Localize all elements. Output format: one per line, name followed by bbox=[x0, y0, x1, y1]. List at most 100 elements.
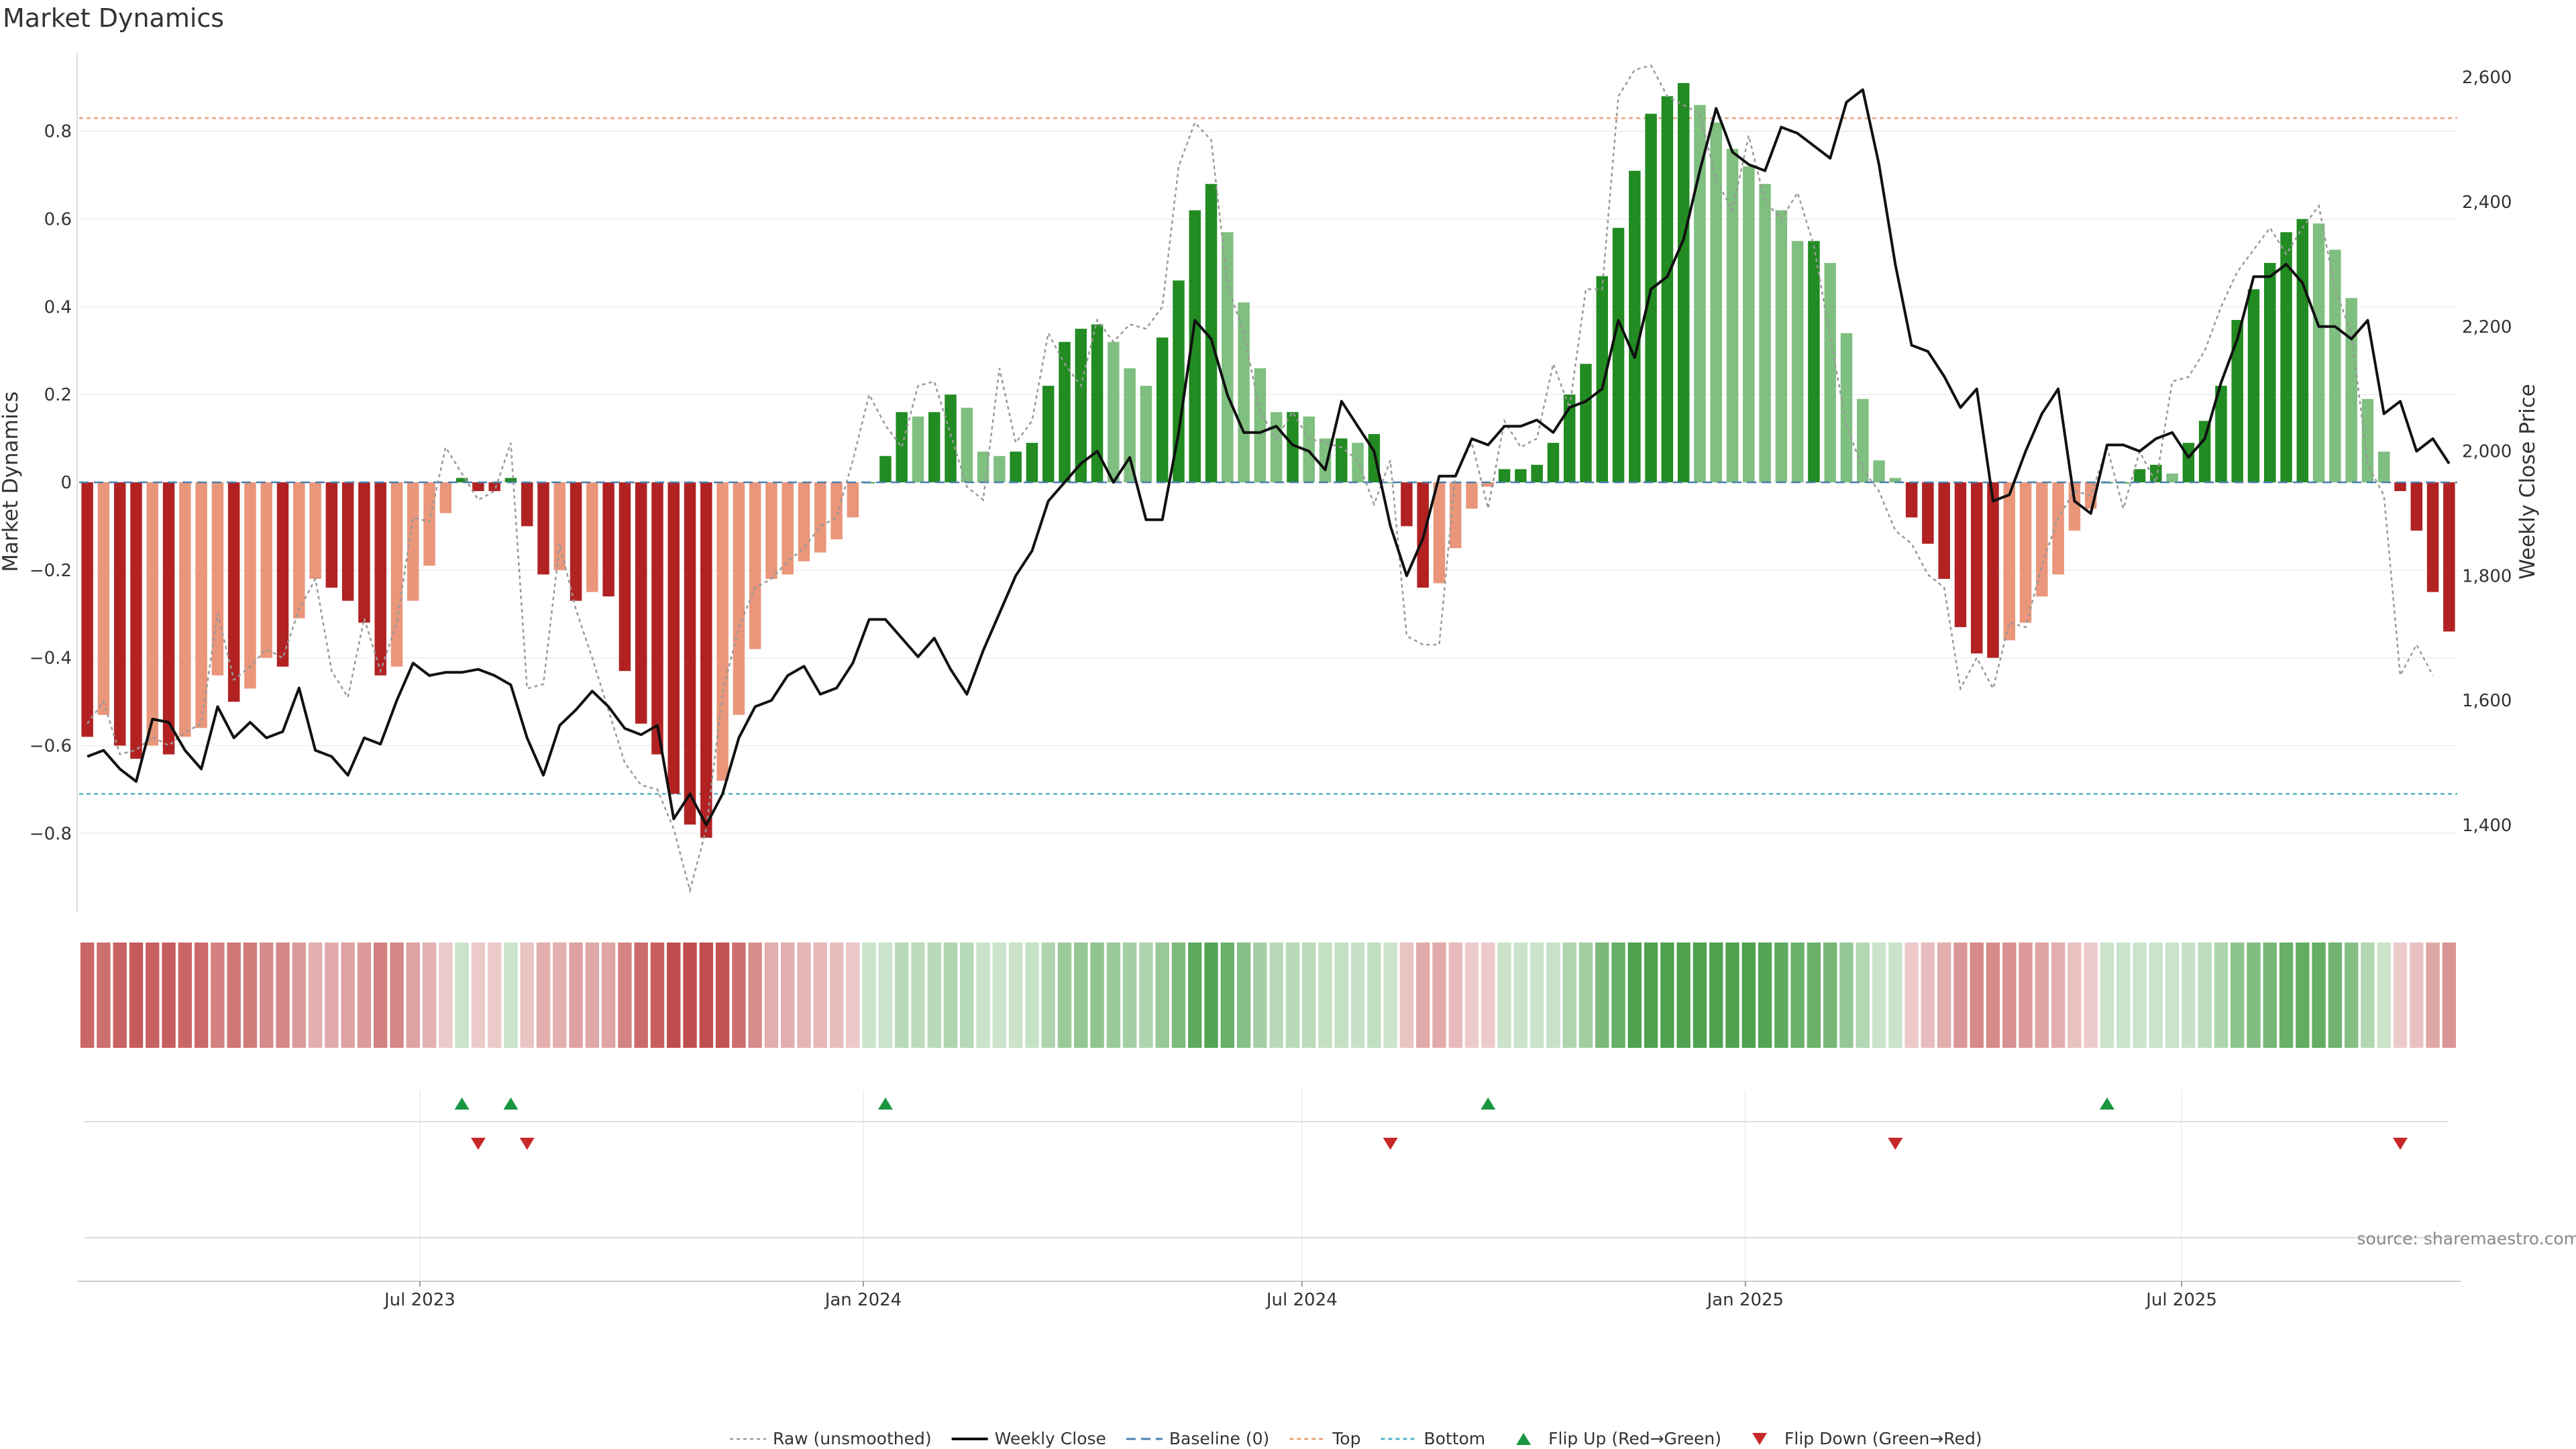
dynamics-bar bbox=[1401, 482, 1413, 527]
dynamics-bar bbox=[2312, 223, 2325, 482]
heat-strip-cell bbox=[1823, 943, 1837, 1048]
heat-strip-cell bbox=[2247, 943, 2261, 1048]
dynamics-bar bbox=[455, 478, 468, 482]
heat-strip-cell bbox=[2263, 943, 2277, 1048]
heat-strip-cell bbox=[1106, 943, 1121, 1048]
dynamics-bar bbox=[684, 482, 696, 825]
dynamics-bar bbox=[113, 482, 126, 746]
dynamics-bar bbox=[195, 482, 207, 729]
dynamics-bar bbox=[2198, 421, 2211, 482]
heat-strip-cell bbox=[1220, 943, 1234, 1048]
heat-strip-cell bbox=[1562, 943, 1576, 1048]
dynamics-bar bbox=[1075, 329, 1087, 482]
flip-down-marker bbox=[2393, 1138, 2408, 1150]
dynamics-bar bbox=[2052, 482, 2064, 575]
dynamics-bar bbox=[1156, 337, 1169, 482]
dynamics-bar bbox=[1173, 280, 1185, 482]
heat-strip-cell bbox=[1204, 943, 1218, 1048]
dynamics-bar bbox=[1596, 276, 1608, 482]
x-tick-label: Jan 2024 bbox=[824, 1290, 902, 1310]
dynamics-bar bbox=[341, 482, 354, 601]
heat-strip-cell bbox=[699, 943, 714, 1048]
heat-strip-cell bbox=[1074, 943, 1088, 1048]
left-tick-label: 0.4 bbox=[44, 297, 72, 317]
dynamics-bar bbox=[1482, 482, 1495, 487]
heat-strip-cell bbox=[715, 943, 730, 1048]
x-tick-label: Jan 2025 bbox=[1706, 1290, 1784, 1310]
dynamics-bar bbox=[716, 482, 729, 781]
dynamics-bar bbox=[651, 482, 663, 755]
dynamics-bar bbox=[619, 482, 631, 672]
x-axis-ticks: Jul 2023 Jan 2024 Jul 2024 Jan 2025 Jul 2025 bbox=[383, 1281, 2217, 1310]
heat-strip-cell bbox=[927, 943, 941, 1048]
dynamics-bar bbox=[407, 482, 419, 601]
dynamics-bar bbox=[1010, 451, 1022, 482]
dynamics-bar bbox=[309, 482, 321, 579]
dynamics-bar bbox=[700, 482, 712, 838]
dynamics-bar bbox=[602, 482, 614, 597]
dynamics-bar bbox=[553, 482, 566, 570]
dynamics-bar bbox=[945, 394, 957, 482]
right-tick-label: 1,800 bbox=[2462, 566, 2512, 586]
dynamics-bar bbox=[2068, 482, 2081, 531]
heat-strip-cell bbox=[1334, 943, 1348, 1048]
heat-strip-cell bbox=[406, 943, 420, 1048]
dynamics-bar bbox=[847, 482, 859, 518]
dynamics-bar bbox=[1905, 482, 1918, 518]
dynamics-bar bbox=[814, 482, 826, 553]
right-tick-label: 2,000 bbox=[2462, 442, 2512, 462]
dynamics-bar bbox=[1238, 302, 1250, 482]
heat-strip-cell bbox=[846, 943, 860, 1048]
dynamics-bar bbox=[1108, 341, 1120, 482]
dynamics-bar bbox=[1205, 184, 1218, 482]
heat-strip-cell bbox=[732, 943, 746, 1048]
heat-strip-cell bbox=[2116, 943, 2131, 1048]
heat-strip-cell bbox=[2084, 943, 2098, 1048]
heat-strip-cell bbox=[2328, 943, 2343, 1048]
dynamics-bar bbox=[1287, 412, 1299, 482]
dynamics-bar bbox=[1547, 443, 1560, 482]
heat-strip-cell bbox=[2068, 943, 2082, 1048]
dynamics-bar bbox=[2231, 319, 2243, 482]
heat-strip-cell bbox=[585, 943, 600, 1048]
dynamics-bar bbox=[244, 482, 256, 689]
left-tick-label: 0.8 bbox=[44, 122, 72, 142]
heat-strip-cell bbox=[373, 943, 388, 1048]
dynamics-bar bbox=[1319, 438, 1332, 482]
dynamics-bar bbox=[2426, 482, 2439, 592]
dynamics-bar bbox=[1466, 482, 1478, 509]
heat-strip-cell bbox=[1872, 943, 1886, 1048]
heat-strip-cell bbox=[1188, 943, 1202, 1048]
flip-down-marker bbox=[519, 1138, 535, 1150]
heat-strip-cell bbox=[2361, 943, 2375, 1048]
dynamics-bar bbox=[1889, 478, 1902, 482]
dynamics-bar bbox=[782, 482, 794, 575]
flip-markers bbox=[454, 1097, 2408, 1150]
heat-strip-cell bbox=[1122, 943, 1137, 1048]
dynamics-bar bbox=[276, 482, 289, 667]
heat-strip-cell bbox=[2344, 943, 2359, 1048]
heat-strip-cell bbox=[2035, 943, 2049, 1048]
heat-strip-cell bbox=[1856, 943, 1870, 1048]
heat-strip-cell bbox=[1970, 943, 1984, 1048]
heat-strip-cell bbox=[227, 943, 241, 1048]
heat-strip-cell bbox=[2198, 943, 2212, 1048]
legend-swatch-flipup bbox=[1516, 1433, 1532, 1445]
heat-strip-cell bbox=[1464, 943, 1479, 1048]
heat-strip-cell bbox=[1367, 943, 1381, 1048]
legend-label: Flip Down (Green→Red) bbox=[1784, 1429, 1982, 1448]
heat-strip-cell bbox=[797, 943, 811, 1048]
dynamics-bar bbox=[1091, 324, 1104, 482]
left-tick-label: 0.6 bbox=[44, 210, 72, 230]
right-axis-ticks: 1,400 1,600 1,800 2,000 2,200 2,400 2,600 bbox=[2462, 68, 2512, 836]
dynamics-bar bbox=[1694, 105, 1706, 482]
heat-strip-cell bbox=[1578, 943, 1593, 1048]
dynamics-bar bbox=[994, 455, 1006, 482]
heat-strip-cell bbox=[862, 943, 876, 1048]
dynamics-bar bbox=[1743, 166, 1755, 482]
dynamics-bar bbox=[2150, 464, 2162, 482]
dynamics-bar bbox=[1563, 394, 1576, 482]
heat-strip-cell bbox=[260, 943, 274, 1048]
heat-strip-cell bbox=[1693, 943, 1707, 1048]
heat-strip-cell bbox=[1660, 943, 1674, 1048]
